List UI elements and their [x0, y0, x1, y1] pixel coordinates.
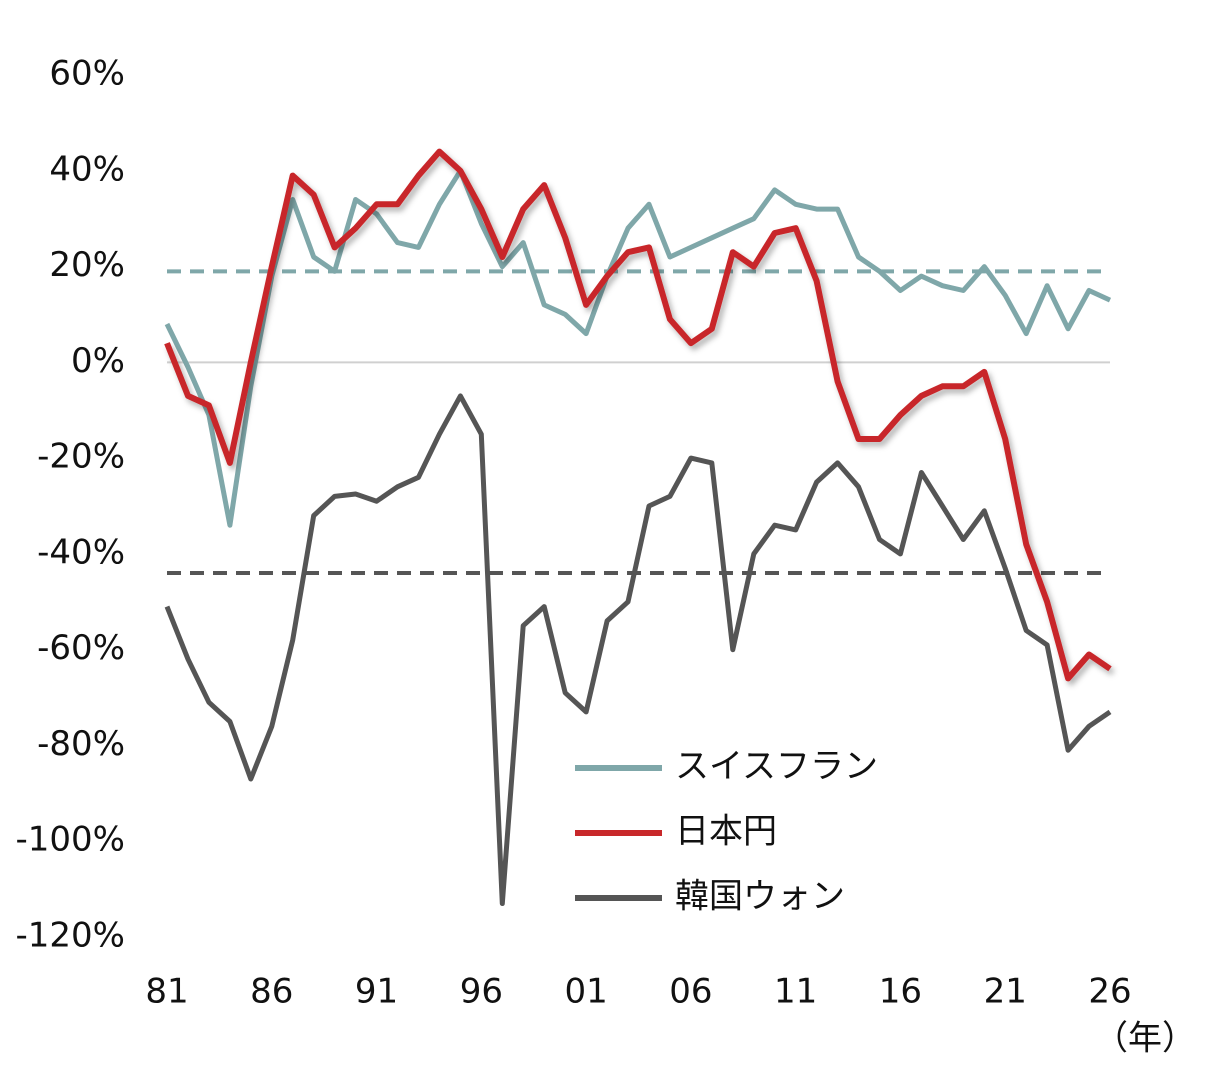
y-tick-label: -80%: [37, 724, 125, 764]
x-tick-label: 16: [879, 972, 922, 1012]
x-tick-label: 06: [669, 972, 712, 1012]
legend-label: 日本円: [675, 812, 777, 852]
y-tick-label: 60%: [49, 54, 125, 94]
y-tick-label: -100%: [16, 820, 125, 860]
y-tick-label: -20%: [37, 437, 125, 477]
legend-label: 韓国ウォン: [675, 877, 845, 917]
y-tick-label: 40%: [49, 149, 125, 189]
series-line: [164, 168, 1112, 528]
x-tick-label: 81: [145, 972, 188, 1012]
y-tick-label: -120%: [16, 916, 125, 956]
x-unit-label: （年）: [1094, 1019, 1196, 1059]
series-line: [164, 148, 1112, 682]
y-tick-label: -60%: [37, 628, 125, 668]
x-tick-label: 86: [250, 972, 293, 1012]
legend-label: スイスフラン: [675, 747, 878, 787]
y-tick-label: -40%: [37, 532, 125, 572]
y-tick-label: 0%: [71, 341, 125, 381]
x-tick-label: 21: [984, 972, 1027, 1012]
y-tick-label: 20%: [49, 245, 125, 285]
x-tick-label: 96: [460, 972, 503, 1012]
series-line: [164, 393, 1112, 906]
x-tick-label: 91: [355, 972, 398, 1012]
x-tick-label: 26: [1088, 972, 1131, 1012]
x-tick-label: 01: [564, 972, 607, 1012]
x-tick-label: 11: [774, 972, 817, 1012]
